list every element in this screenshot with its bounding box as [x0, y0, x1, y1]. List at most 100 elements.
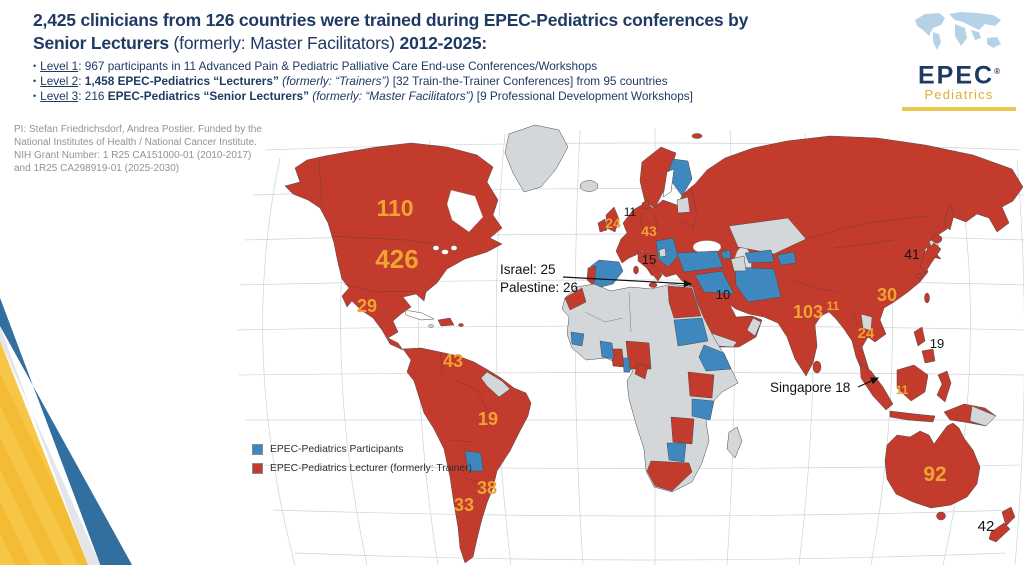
- region-iran: [734, 266, 782, 303]
- region-java: [889, 410, 936, 423]
- region-kyrgyzstan: [776, 251, 797, 266]
- region-uzbekistan: [744, 249, 775, 264]
- region-turkey: [676, 250, 724, 273]
- count-label-australia: 92: [923, 463, 946, 486]
- region-guyanas: [480, 371, 511, 398]
- region-sicily: [648, 282, 658, 288]
- logo-world-map-icon: [915, 12, 1001, 50]
- count-label-japan: 41: [904, 246, 920, 262]
- count-label-venezuela: 43: [443, 351, 463, 371]
- region-japan-honshu: [919, 242, 942, 274]
- country-borders: [318, 159, 928, 483]
- bullet-level-1: • Level 1: 967 participants in 11 Advance…: [33, 59, 893, 74]
- count-label-jordan-region: 10: [716, 287, 730, 302]
- region-borneo: [896, 364, 929, 402]
- bullet-dot: •: [33, 76, 37, 87]
- count-label-uruguay: 38: [477, 478, 497, 498]
- region-sudan: [673, 317, 709, 347]
- great-lake: [432, 245, 440, 251]
- count-label-netherlands: 11: [624, 205, 637, 219]
- callout-arrow: [857, 377, 880, 388]
- slide-title-line1: 2,425 clinicians from 126 countries were…: [33, 9, 893, 32]
- count-label-china: 30: [877, 285, 897, 305]
- level2-colon: :: [78, 74, 85, 89]
- region-jamaica: [428, 324, 434, 328]
- level3-count: : 216: [78, 89, 108, 104]
- region-puerto-rico: [458, 323, 464, 327]
- region-new-zealand-south: [988, 522, 1011, 543]
- region-australia: [884, 422, 981, 509]
- region-kenya-uganda: [687, 371, 715, 399]
- region-kazakhstan: [728, 217, 807, 255]
- logo-sub-text: Pediatrics: [924, 87, 994, 103]
- level3-italic: (formerly: “Master Facilitators”): [312, 89, 477, 104]
- region-south-africa: [646, 460, 693, 492]
- region-oman: [746, 317, 762, 337]
- bullet-level-2: • Level 2: 1,458 EPEC-Pediatrics “Lecture…: [33, 74, 893, 89]
- hudson-bay: [446, 189, 484, 233]
- region-svalbard: [691, 133, 703, 139]
- slide-header: 2,425 clinicians from 126 countries were…: [33, 9, 893, 105]
- epec-pediatrics-logo: EPEC® Pediatrics: [902, 8, 1016, 111]
- legend-item-lecturer: EPEC-Pediatrics Lecturer (formerly: Trai…: [252, 462, 472, 475]
- map-legend: EPEC-Pediatrics Participants EPEC-Pediat…: [252, 443, 472, 481]
- region-japan-hokkaido: [931, 234, 943, 244]
- legend-item-participants: EPEC-Pediatrics Participants: [252, 443, 472, 456]
- map-callouts: Israel: 25 Palestine: 26 Singapore 18: [500, 262, 880, 395]
- level3-label: Level 3: [40, 89, 79, 104]
- level3-bold: EPEC-Pediatrics “Senior Lecturers”: [107, 89, 313, 104]
- legend-label-lecturer: EPEC-Pediatrics Lecturer (formerly: Trai…: [270, 463, 472, 474]
- region-egypt: [667, 285, 702, 319]
- region-papua-new-guinea: [969, 405, 997, 427]
- level3-text: [9 Professional Development Workshops]: [476, 89, 693, 104]
- count-label-brazil: 19: [478, 409, 498, 429]
- region-united-kingdom: [605, 206, 620, 233]
- region-syria-iraq: [694, 270, 735, 295]
- level-bullets: • Level 1: 967 participants in 11 Advance…: [33, 59, 893, 105]
- callout-arrow: [562, 276, 693, 288]
- bullet-dot: •: [33, 61, 37, 71]
- region-taiwan: [924, 292, 930, 304]
- callout-label: Palestine: 26: [500, 280, 578, 295]
- region-turkmenistan: [730, 255, 747, 272]
- region-caucasus: [720, 249, 732, 260]
- region-philippines-luzon: [913, 326, 926, 347]
- region-finland: [668, 158, 693, 197]
- region-sakhalin: [944, 204, 955, 231]
- region-balkans: [655, 237, 679, 268]
- legend-swatch-lecturer: [252, 463, 263, 474]
- region-japan-kyushu: [915, 273, 923, 279]
- bullet-dot: •: [33, 91, 37, 102]
- count-label-germany: 43: [641, 223, 657, 239]
- region-italy: [637, 250, 663, 282]
- region-sumatra: [859, 362, 894, 411]
- region-senegal: [570, 331, 585, 347]
- count-label-italy: 15: [642, 252, 656, 267]
- region-sri-lanka: [812, 360, 822, 374]
- level1-label: Level 1: [40, 59, 79, 73]
- funding-line: National Institutes of Health / National…: [14, 137, 257, 148]
- region-new-zealand-north: [1001, 506, 1016, 527]
- region-cameroon: [634, 363, 649, 380]
- count-label-argentina: 33: [454, 495, 474, 515]
- region-iceland: [579, 180, 599, 192]
- count-label-philippines: 19: [930, 336, 944, 351]
- level1-text: : 967 participants in 11 Advanced Pain &…: [78, 59, 598, 73]
- region-tasmania: [936, 511, 946, 521]
- region-sardinia: [633, 265, 639, 275]
- funding-line: and 1R25 CA298919-01 (2025-2030): [14, 163, 180, 174]
- region-hispaniola: [437, 317, 455, 327]
- slide-title-line2: Senior Lecturers (formerly: Master Facil…: [33, 32, 893, 55]
- region-ethiopia: [698, 344, 732, 372]
- title-text-1: 2,425 clinicians from 126 countries were…: [33, 10, 749, 30]
- region-benin: [622, 357, 631, 373]
- funding-line: PI: Stefan Friedrichsdorf, Andrea Postie…: [14, 124, 262, 135]
- region-tanzania: [691, 398, 715, 421]
- title-text-2-years: 2012-2025:: [399, 33, 488, 53]
- legend-swatch-participants: [252, 444, 263, 455]
- region-botswana: [666, 442, 687, 463]
- logo-underline: [902, 107, 1016, 111]
- count-label-united-states: 426: [375, 244, 418, 274]
- count-label-india: 103: [793, 302, 823, 322]
